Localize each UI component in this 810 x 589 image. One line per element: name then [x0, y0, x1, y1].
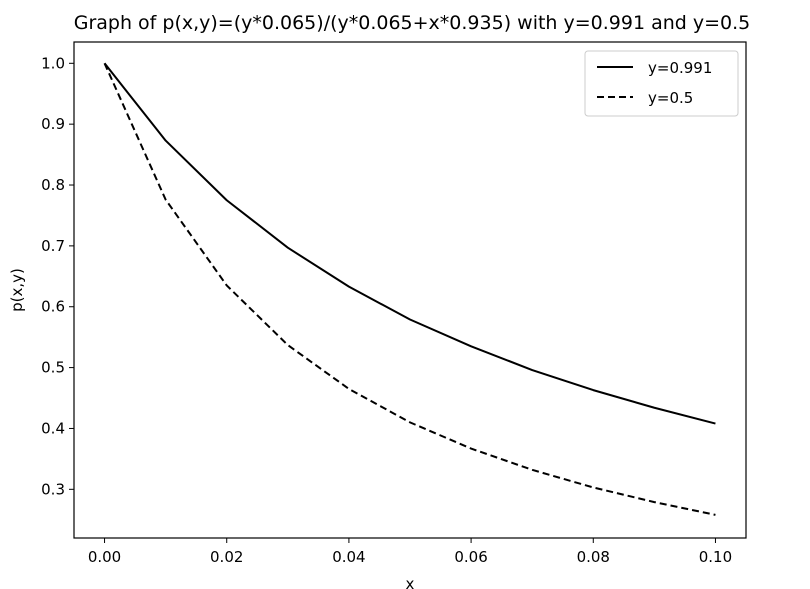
legend-label-series-2: y=0.5 — [648, 89, 693, 107]
legend: y=0.991 y=0.5 — [584, 50, 739, 117]
y-tick-label: 0.5 — [41, 359, 65, 377]
y-axis-ticks: 0.3 0.4 0.5 0.6 0.7 0.8 0.9 1.0 — [41, 54, 74, 498]
x-tick-label: 0.06 — [454, 548, 487, 566]
y-tick-label: 0.7 — [41, 237, 65, 255]
y-tick-label: 0.4 — [41, 419, 65, 437]
y-tick-label: 0.6 — [41, 298, 65, 316]
y-tick-label: 0.9 — [41, 115, 65, 133]
x-tick-label: 0.08 — [577, 548, 610, 566]
x-axis-label: x — [406, 575, 415, 589]
x-tick-label: 0.00 — [88, 548, 121, 566]
series-line-1 — [103, 62, 716, 425]
x-tick-label: 0.02 — [210, 548, 243, 566]
y-tick-label: 0.8 — [41, 176, 65, 194]
legend-label-series-1: y=0.991 — [648, 59, 712, 77]
plot-area — [73, 41, 747, 539]
x-tick-label: 0.10 — [699, 548, 732, 566]
y-tick-label: 0.3 — [41, 480, 65, 498]
series-layer — [103, 62, 716, 516]
x-tick-label: 0.04 — [332, 548, 365, 566]
y-tick-label: 1.0 — [41, 54, 65, 72]
chart-title: Graph of p(x,y)=(y*0.065)/(y*0.065+x*0.9… — [74, 12, 751, 34]
x-axis-ticks: 0.00 0.02 0.04 0.06 0.08 0.10 — [88, 538, 732, 566]
series-line-2 — [103, 62, 716, 516]
y-axis-label: p(x,y) — [8, 268, 26, 312]
